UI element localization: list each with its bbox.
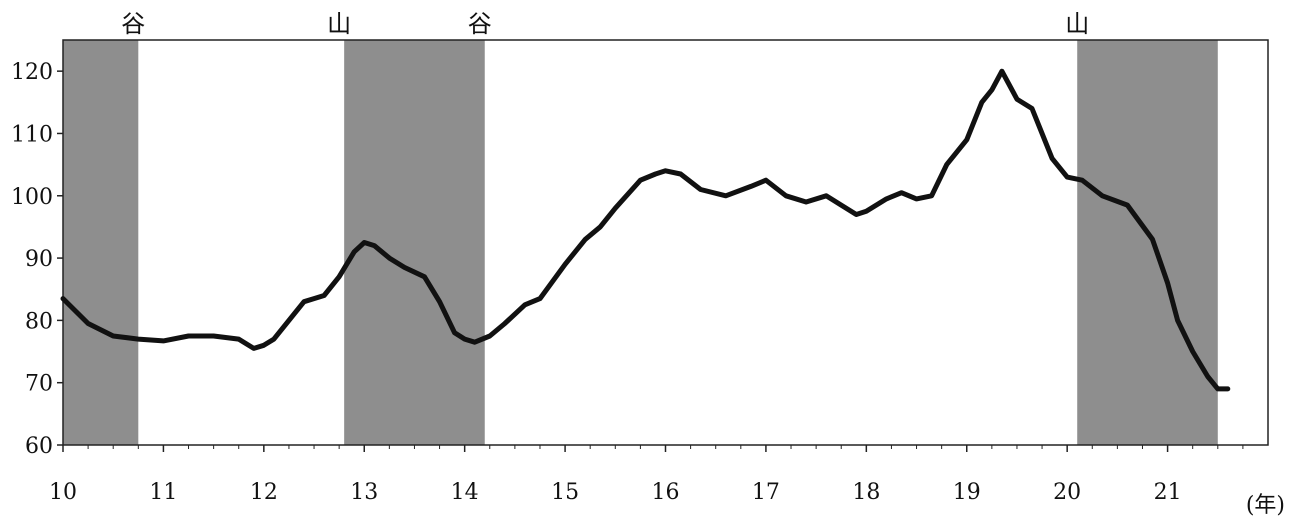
y-tick-label: 120 [11,60,53,85]
x-tick-label: 21 [1154,480,1182,505]
x-tick-label: 15 [551,480,579,505]
annotations: 谷山谷山 [121,10,1089,38]
y-tick-label: 110 [11,122,53,147]
x-tick-label: 11 [149,480,177,505]
x-tick-label: 14 [451,480,479,505]
y-tick-label: 80 [25,309,53,334]
annotation-label: 谷 [121,10,145,38]
annotation-label: 山 [327,10,351,38]
x-tick-label: 17 [752,480,780,505]
y-tick-label: 90 [25,247,53,272]
y-tick-label: 60 [25,434,53,459]
series-line [60,68,1231,392]
x-tick-label: 16 [652,480,680,505]
x-tick-label: 20 [1053,480,1081,505]
x-tick-label: 12 [250,480,278,505]
x-axis: 10 11 12 13 14 15 16 17 18 19 20 21 [49,445,1244,505]
y-tick-label: 100 [11,185,53,210]
x-tick-label: 18 [852,480,880,505]
shaded-period-3 [1077,40,1218,445]
shaded-periods [63,40,1218,445]
y-tick-label: 70 [25,372,53,397]
x-tick-label: 13 [350,480,378,505]
annotation-label: 山 [1065,10,1089,38]
shaded-period-1 [63,40,139,445]
y-axis: 60 70 80 90 100 110 120 [11,60,63,459]
x-axis-unit-label: (年) [1246,493,1285,518]
x-tick-label: 10 [49,480,77,505]
x-tick-label: 19 [953,480,981,505]
annotation-label: 谷 [468,10,492,38]
